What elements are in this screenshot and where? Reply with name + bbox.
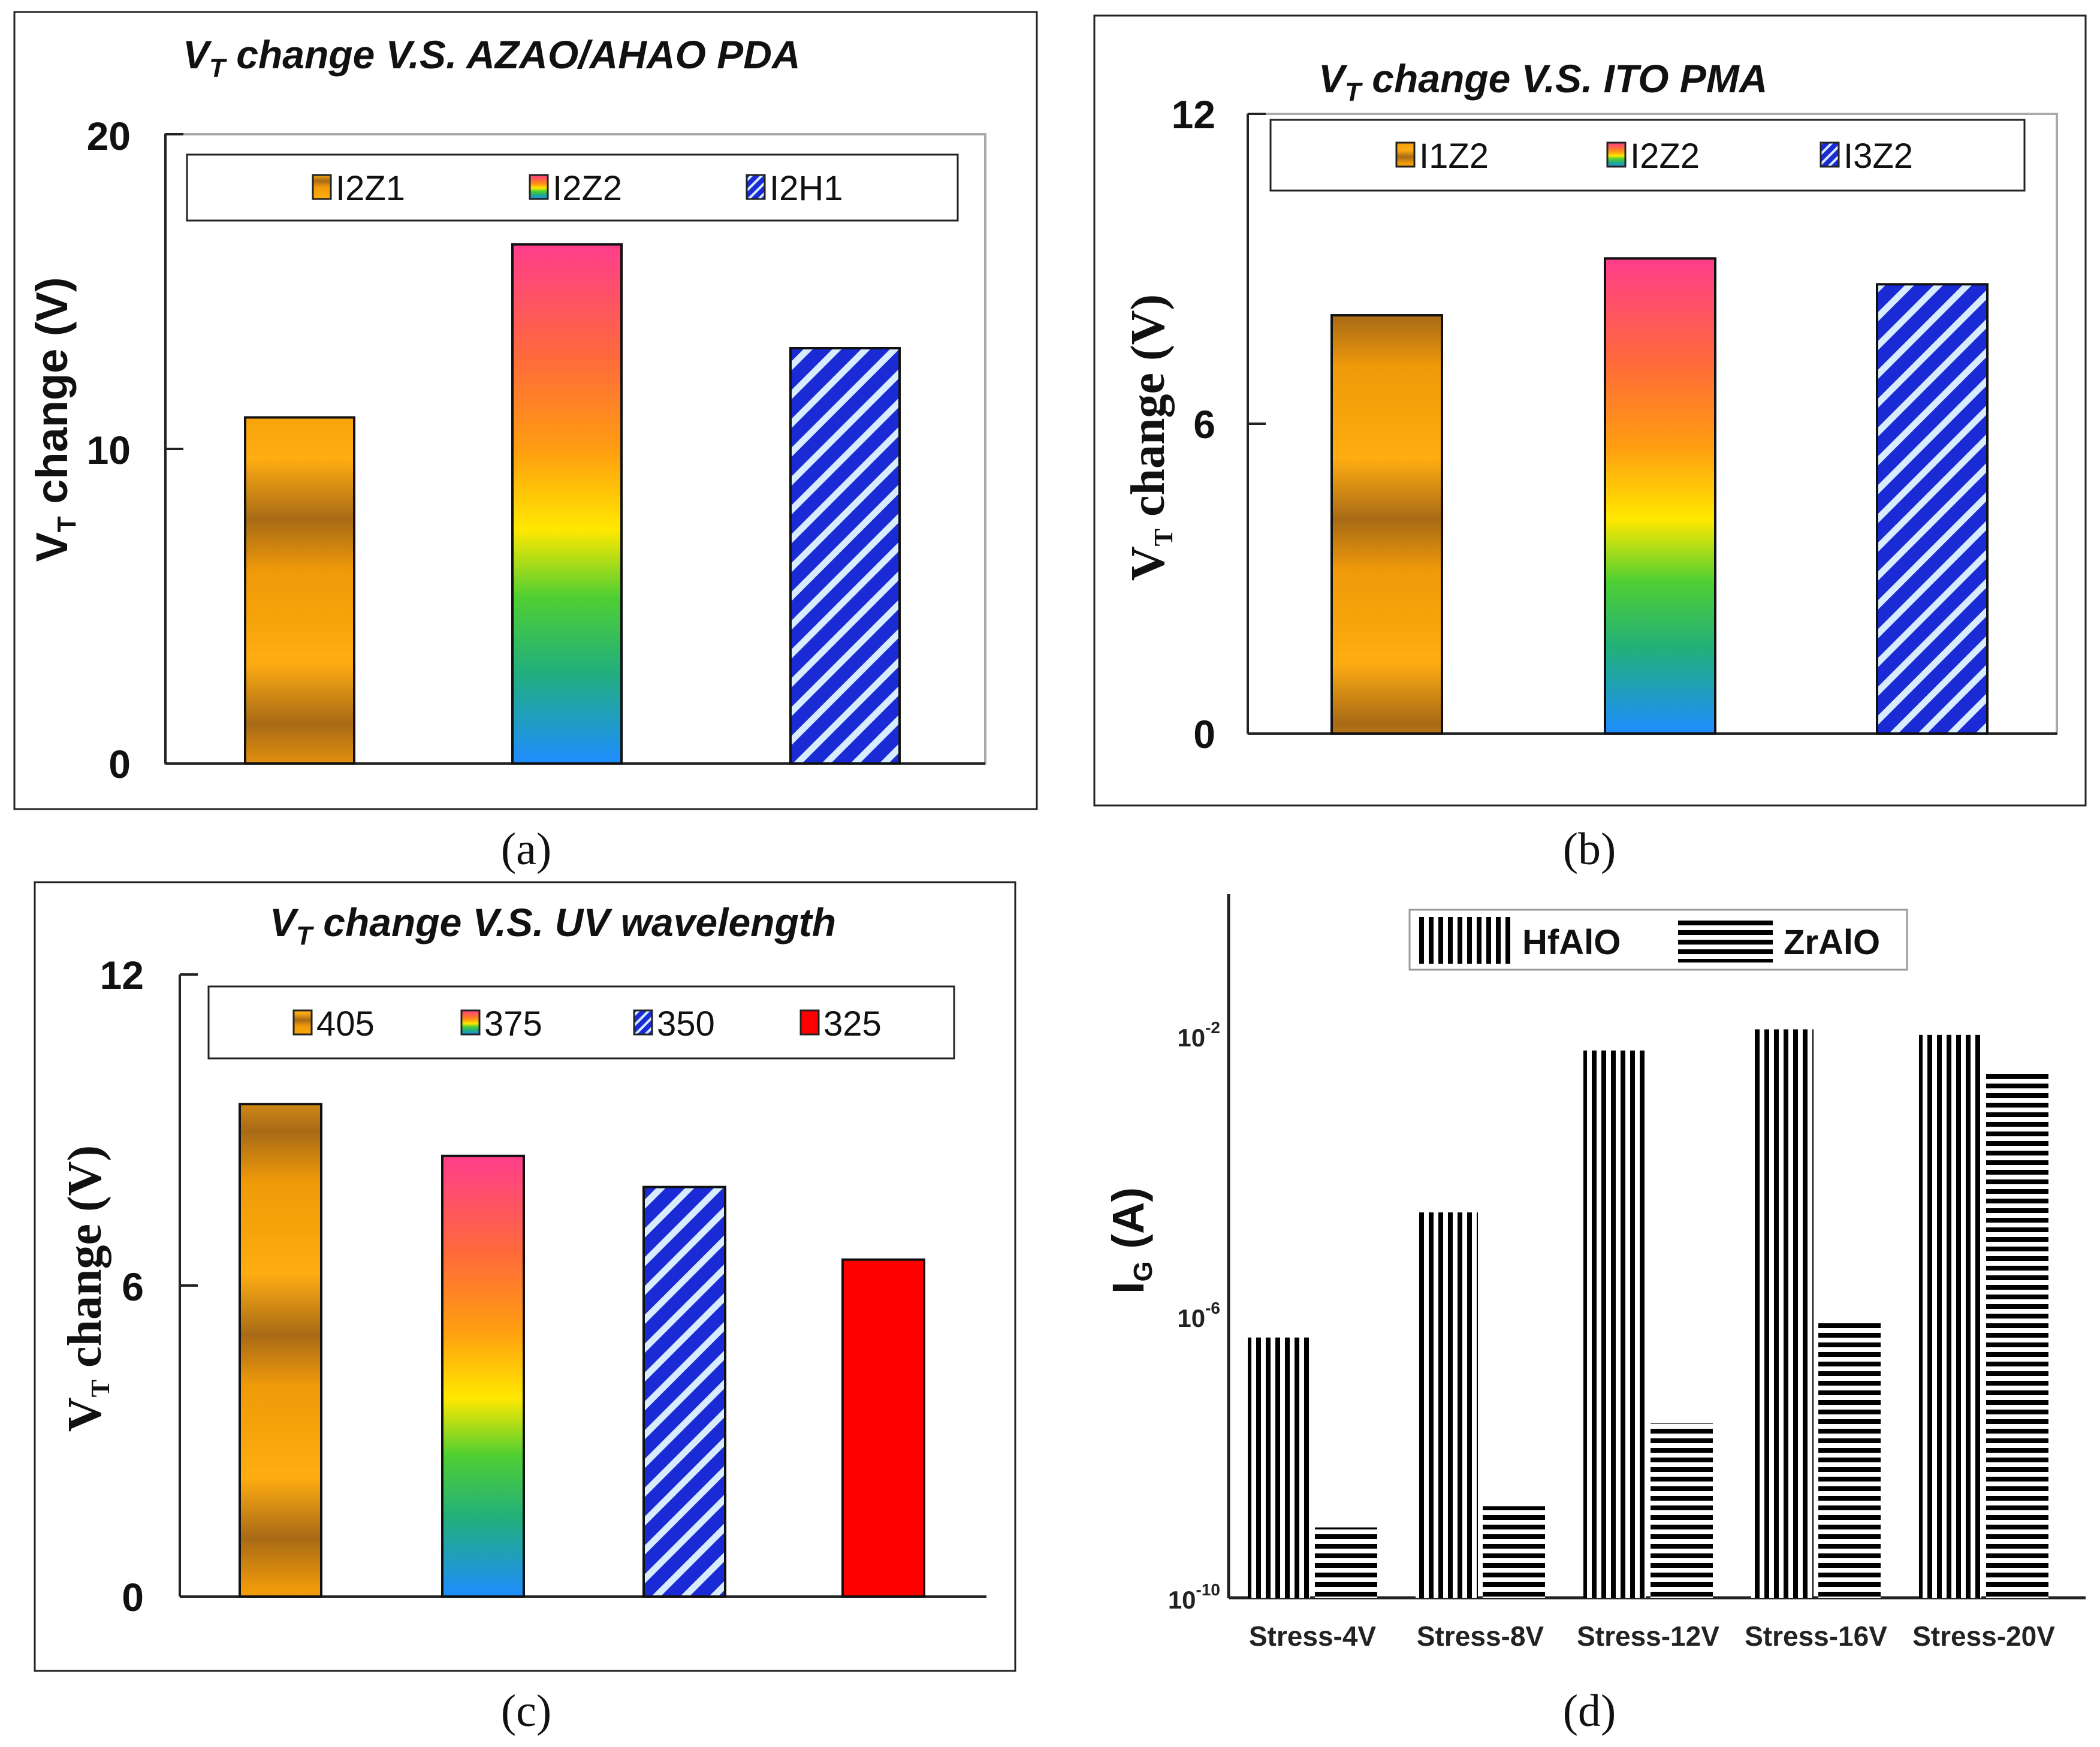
panel-b: VT change V.S. ITO PMA 0 6 12 VT change …: [1093, 14, 2087, 874]
panel-c-legend-label-1: 405: [316, 1004, 375, 1043]
bar-hfalo-stress-20v: [1919, 1034, 1981, 1598]
panel-a-legend-swatch-2: [529, 174, 549, 200]
panel-a-ytick-20: 20: [87, 114, 131, 158]
panel-c-legend-swatch-3: [633, 1009, 653, 1036]
panel-c-legend-label-3: 350: [657, 1004, 715, 1043]
bar-i2h1: [789, 347, 901, 765]
panel-a-legend-swatch-1: [312, 174, 332, 200]
panel-d-bars: [1248, 1029, 2048, 1598]
panel-a-legend-label-2: I2Z2: [553, 169, 622, 208]
panel-a-legend-swatch-3: [746, 174, 766, 200]
panel-d-legend-swatch-hfalo: [1419, 917, 1511, 964]
panel-b-caption: (b): [1563, 824, 1616, 874]
panel-b-legend-label-2: I2Z2: [1630, 137, 1700, 176]
bar-375: [441, 1154, 525, 1598]
panel-b-legend: I1Z2 I2Z2 I3Z2: [1269, 119, 2026, 192]
panel-b-legend-swatch-2: [1606, 141, 1627, 168]
panel-b-ytick-0: 0: [1193, 712, 1215, 756]
panel-a-ytick-10: 10: [87, 428, 131, 472]
panel-c: VT change V.S. UV wavelength 0 6 12 VT c…: [34, 881, 1016, 1736]
xtick-stress-8v: Stress-8V: [1417, 1621, 1544, 1652]
panel-d-ytick-1e-10: 10-10: [1168, 1580, 1220, 1614]
panel-d-ytick-1e-2: 10-2: [1177, 1018, 1220, 1052]
bar-325: [841, 1258, 925, 1598]
bar-hfalo-stress-8v: [1416, 1212, 1478, 1598]
panel-d-xticks: Stress-4V Stress-8V Stress-12V Stress-16V St…: [1249, 1621, 2055, 1652]
panel-c-legend-label-4: 325: [823, 1004, 882, 1043]
xtick-stress-12v: Stress-12V: [1577, 1621, 1719, 1652]
bar-zralo-stress-16v: [1818, 1323, 1881, 1598]
panel-b-title: VT change V.S. ITO PMA: [1318, 56, 1767, 107]
panel-b-legend-label-1: I1Z2: [1419, 137, 1489, 176]
panel-b-ylabel: VT change (V): [1122, 294, 1178, 581]
panel-a: VT change V.S. AZAO/AHAO PDA 0 10 20 VT …: [13, 11, 1038, 874]
panel-b-legend-label-3: I3Z2: [1843, 137, 1913, 176]
panel-a-title: VT change V.S. AZAO/AHAO PDA: [183, 32, 801, 83]
panel-c-legend: 405 375 350 325: [207, 985, 955, 1060]
xtick-stress-20v: Stress-20V: [1912, 1621, 2055, 1652]
panel-c-ytick-6: 6: [122, 1265, 144, 1309]
panel-c-ylabel: VT change (V): [59, 1145, 115, 1432]
panel-d-legend: HfAlO ZrAlO: [1408, 909, 1908, 971]
bar-350: [642, 1185, 726, 1598]
panel-c-legend-swatch-2: [460, 1009, 481, 1036]
bar-i2z1: [244, 416, 355, 765]
xtick-stress-16v: Stress-16V: [1745, 1621, 1887, 1652]
panel-c-caption: (c): [501, 1686, 551, 1736]
bar-hfalo-stress-12v: [1583, 1050, 1646, 1598]
panel-a-ylabel: VT change (V): [27, 277, 82, 562]
panel-a-legend-box: [186, 153, 959, 222]
panel-b-ytick-12: 12: [1172, 92, 1215, 137]
panel-c-title: VT change V.S. UV wavelength: [270, 900, 836, 951]
bar-zralo-stress-20v: [1986, 1072, 2048, 1598]
panel-a-legend-label-1: I2Z1: [336, 169, 405, 208]
panel-d-ytick-1e-6: 10-6: [1177, 1299, 1220, 1332]
bar-zralo-stress-8v: [1483, 1506, 1545, 1598]
panel-b-ytick-6: 6: [1193, 402, 1215, 446]
panel-b-legend-swatch-3: [1820, 141, 1840, 168]
panel-d-ylabel: IG (A): [1103, 1187, 1158, 1294]
panel-a-legend: I2Z1 I2Z2 I2H1: [186, 153, 959, 222]
bar-hfalo-stress-4v: [1248, 1337, 1310, 1598]
panel-b-legend-swatch-1: [1395, 141, 1416, 168]
bar-zralo-stress-4v: [1315, 1527, 1377, 1598]
panel-c-legend-box: [207, 985, 955, 1060]
bar-i3z2: [1876, 283, 1989, 735]
panel-d-caption: (d): [1563, 1686, 1616, 1736]
panel-d-legend-label-zralo: ZrAlO: [1784, 923, 1880, 962]
panel-c-legend-label-2: 375: [484, 1004, 542, 1043]
panel-b-bars: [1330, 257, 1989, 735]
panel-d-legend-swatch-zralo: [1678, 918, 1773, 962]
bar-405: [239, 1103, 322, 1598]
bar-i1z2: [1330, 314, 1443, 735]
bar-i2z2: [1604, 257, 1716, 735]
panel-a-legend-label-3: I2H1: [770, 169, 843, 208]
bar-i2z2: [511, 243, 623, 765]
panel-c-ytick-12: 12: [100, 953, 144, 997]
panel-c-bars: [239, 1103, 925, 1598]
panel-d: 10-10 10-6 10-2 IG (A) HfAlO ZrAlO Stres…: [1103, 894, 2086, 1736]
bar-hfalo-stress-16v: [1751, 1029, 1814, 1598]
xtick-stress-4v: Stress-4V: [1249, 1621, 1377, 1652]
panel-c-legend-swatch-4: [799, 1009, 820, 1036]
panel-c-ytick-0: 0: [122, 1575, 144, 1619]
bar-zralo-stress-12v: [1651, 1423, 1713, 1598]
panel-a-ytick-0: 0: [108, 742, 131, 786]
panel-a-caption: (a): [501, 824, 551, 874]
panel-d-legend-label-hfalo: HfAlO: [1522, 923, 1621, 962]
panel-c-legend-swatch-1: [292, 1009, 313, 1036]
panel-a-bars: [244, 243, 901, 765]
